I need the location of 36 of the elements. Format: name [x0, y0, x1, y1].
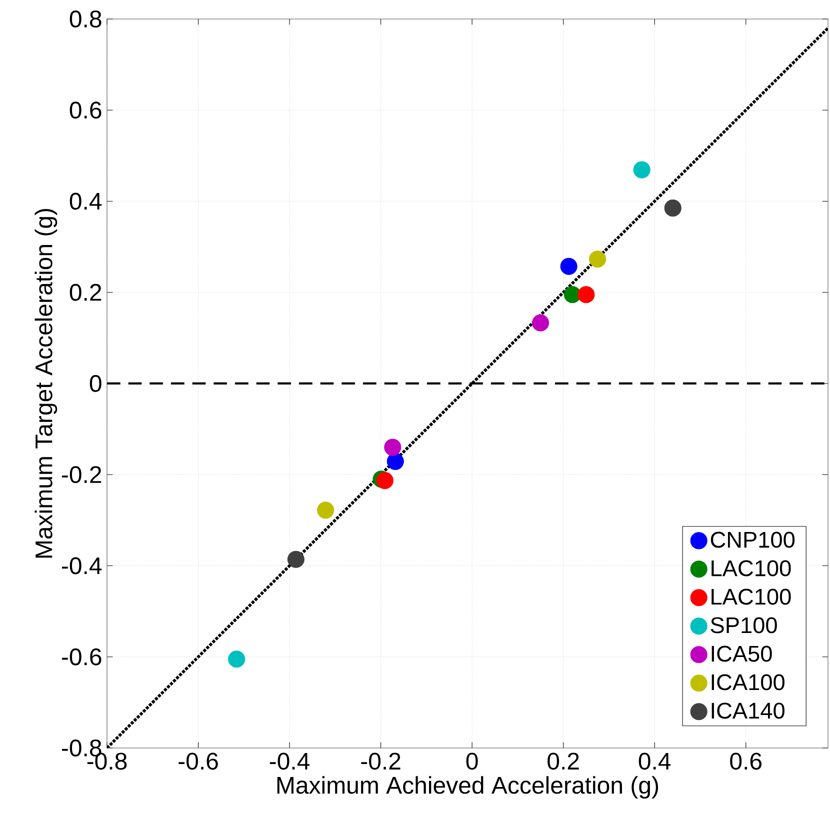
x-tick-label: -0.6 [178, 752, 218, 770]
point [633, 161, 650, 178]
point [376, 472, 394, 490]
y-tick-label: 0.2 [70, 284, 102, 301]
legend-label: CNP100 [710, 532, 795, 548]
point [317, 502, 334, 519]
legend-label: ICA50 [712, 646, 772, 662]
point [560, 258, 578, 275]
x-tick-label: 0 [466, 752, 478, 770]
y-tick-label: -0.4 [62, 557, 102, 574]
y-tick-label: -0.6 [62, 648, 102, 666]
point [589, 250, 606, 268]
x-tick-label: -0.2 [361, 752, 400, 770]
x-tick-label: 0.6 [730, 752, 762, 770]
x-tick-label: 0.4 [638, 752, 671, 770]
y-tick-label: 0.8 [70, 10, 102, 28]
legend-label: ICA100 [712, 674, 784, 690]
legend-label: SP100 [710, 617, 777, 634]
y-tick-label: -0.2 [62, 466, 102, 484]
y-tick-label: 0.4 [70, 192, 102, 210]
y-axis-title: Maximum Target Acceleration (g) [34, 208, 58, 558]
point [664, 200, 682, 217]
legend-label: LAC100 [712, 560, 791, 576]
point [578, 286, 595, 304]
point [384, 438, 402, 456]
legend-label: ICA140 [712, 702, 784, 719]
y-tick-label: 0.6 [70, 102, 102, 119]
point [287, 550, 304, 568]
x-tick-label: -0.4 [270, 752, 310, 770]
point [532, 314, 550, 332]
x-axis-title: Maximum Achieved Acceleration (g) [277, 776, 658, 799]
point [386, 452, 404, 470]
point [228, 650, 246, 668]
y-tick-label: 0 [90, 374, 102, 392]
x-tick-label: 0.2 [548, 752, 579, 770]
legend-label: LAC100 [712, 588, 791, 605]
